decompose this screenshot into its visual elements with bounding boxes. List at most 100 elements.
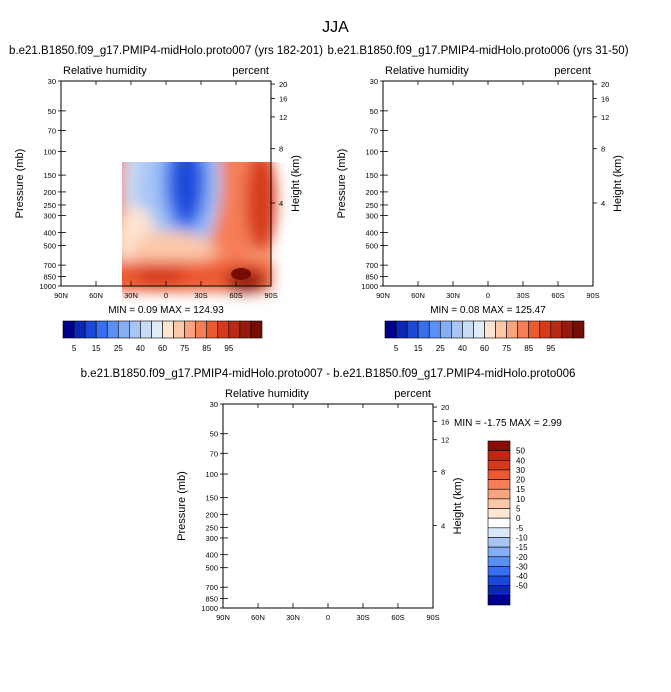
colorbar-label: 25 bbox=[114, 344, 123, 353]
pressure-tick-label: 1000 bbox=[201, 604, 218, 613]
panel-title: b.e21.B1850.f09_g17.PMIP4-midHolo.proto0… bbox=[327, 45, 628, 57]
panel-1: b.e21.B1850.f09_g17.PMIP4-midHolo.proto0… bbox=[9, 45, 323, 353]
height-tick-label: 12 bbox=[601, 113, 609, 122]
latitude-tick-label: 60S bbox=[551, 291, 564, 300]
panel-title: b.e21.B1850.f09_g17.PMIP4-midHolo.proto0… bbox=[81, 368, 576, 380]
latitude-tick-label: 90S bbox=[426, 613, 439, 622]
colorbar-swatch bbox=[487, 527, 511, 538]
latitude-tick-label: 60S bbox=[229, 291, 242, 300]
pressure-tick-label: 500 bbox=[43, 241, 56, 250]
pressure-tick-label: 200 bbox=[205, 510, 218, 519]
height-tick-label: 8 bbox=[601, 145, 605, 154]
y-axis-right-label: Height (km) bbox=[612, 155, 624, 212]
colorbar-swatch bbox=[406, 320, 419, 339]
pressure-tick-label: 100 bbox=[365, 147, 378, 156]
colorbar-swatch bbox=[184, 320, 196, 339]
y-axis-right-label: Height (km) bbox=[290, 155, 302, 212]
colorbar-label: 30 bbox=[516, 466, 525, 475]
colorbar-label: 60 bbox=[480, 344, 489, 353]
colorbar-swatch bbox=[487, 546, 511, 558]
colorbar-label: 95 bbox=[546, 344, 555, 353]
colorbar-swatch bbox=[484, 320, 496, 339]
pressure-tick-label: 500 bbox=[205, 564, 218, 573]
pressure-tick-label: 400 bbox=[365, 228, 378, 237]
left-label: Relative humidity bbox=[63, 65, 147, 77]
colorbar-label: 75 bbox=[502, 344, 511, 353]
latitude-tick-label: 60S bbox=[391, 613, 404, 622]
plot-frame bbox=[382, 80, 594, 287]
panel-title: b.e21.B1850.f09_g17.PMIP4-midHolo.proto0… bbox=[9, 45, 323, 57]
colorbar-swatch bbox=[173, 320, 185, 339]
latitude-tick-label: 0 bbox=[164, 291, 168, 300]
colorbar-swatch bbox=[487, 469, 511, 480]
colorbar-swatch bbox=[528, 320, 541, 339]
missing-data-region bbox=[585, 81, 593, 106]
latitude-tick-label: 90N bbox=[216, 613, 230, 622]
pressure-tick-label: 50 bbox=[48, 107, 56, 116]
plot-frame bbox=[222, 403, 434, 609]
latitude-tick-label: 90N bbox=[54, 291, 68, 300]
colorbar-swatch bbox=[487, 498, 511, 509]
right-label: percent bbox=[394, 388, 431, 400]
pressure-tick-label: 150 bbox=[205, 494, 218, 503]
colorbar-label: 85 bbox=[524, 344, 533, 353]
colorbar-swatch bbox=[487, 537, 511, 548]
colorbar-swatch bbox=[140, 320, 152, 339]
latitude-tick-label: 60N bbox=[89, 291, 103, 300]
latitude-tick-label: 30N bbox=[124, 291, 138, 300]
height-tick-label: 4 bbox=[279, 199, 283, 208]
pressure-tick-label: 1000 bbox=[361, 282, 378, 291]
colorbar-swatch bbox=[62, 320, 75, 339]
colorbar-swatch bbox=[395, 320, 408, 339]
contour-field bbox=[51, 71, 276, 293]
latitude-tick-label: 30N bbox=[286, 613, 300, 622]
colorbar-label: 40 bbox=[136, 344, 145, 353]
colorbar-swatch bbox=[228, 320, 241, 339]
pressure-tick-label: 150 bbox=[43, 171, 56, 180]
pressure-tick-label: 700 bbox=[43, 261, 56, 270]
left-label: Relative humidity bbox=[225, 388, 309, 400]
y-axis-label: Pressure (mb) bbox=[336, 149, 348, 219]
pressure-tick-label: 1000 bbox=[39, 282, 56, 291]
colorbar-swatch bbox=[462, 320, 474, 339]
height-tick-label: 4 bbox=[441, 521, 445, 530]
height-tick-label: 20 bbox=[441, 403, 449, 412]
colorbar-label: -50 bbox=[516, 582, 528, 591]
latitude-tick-label: 60N bbox=[251, 613, 265, 622]
colorbar-swatch bbox=[117, 320, 130, 339]
y-axis-right-label: Height (km) bbox=[452, 478, 464, 535]
colorbar-label: -20 bbox=[516, 553, 528, 562]
colorbar-label: 5 bbox=[394, 344, 399, 353]
latitude-tick-label: 0 bbox=[326, 613, 330, 622]
pressure-tick-label: 50 bbox=[210, 430, 218, 439]
latitude-tick-label: 90S bbox=[586, 291, 599, 300]
pressure-tick-label: 700 bbox=[205, 583, 218, 592]
colorbar-label: 25 bbox=[436, 344, 445, 353]
min-max-stats: MIN = 0.08 MAX = 125.47 bbox=[430, 305, 546, 316]
height-tick-label: 8 bbox=[279, 145, 283, 154]
contour-field bbox=[223, 404, 433, 608]
height-tick-label: 16 bbox=[279, 94, 287, 103]
pressure-tick-label: 700 bbox=[365, 261, 378, 270]
colorbar-label: -10 bbox=[516, 533, 528, 542]
colorbar-swatch bbox=[517, 320, 530, 339]
pressure-tick-label: 150 bbox=[365, 171, 378, 180]
colorbar-swatch bbox=[487, 595, 511, 606]
height-tick-label: 12 bbox=[441, 436, 449, 445]
colorbar-swatch bbox=[206, 320, 219, 339]
colorbar-swatch bbox=[384, 320, 397, 339]
colorbar-swatch bbox=[95, 320, 108, 339]
colorbar-label: 40 bbox=[458, 344, 467, 353]
pressure-tick-label: 400 bbox=[43, 228, 56, 237]
colorbar-swatch bbox=[428, 320, 441, 339]
colorbar-swatch bbox=[539, 320, 552, 339]
colorbar-swatch bbox=[162, 320, 174, 339]
pressure-tick-label: 30 bbox=[48, 77, 56, 86]
right-label: percent bbox=[554, 65, 591, 77]
height-tick-label: 12 bbox=[279, 113, 287, 122]
colorbar-label: 15 bbox=[516, 485, 525, 494]
pressure-tick-label: 250 bbox=[205, 523, 218, 532]
colorbar-label: 95 bbox=[224, 344, 233, 353]
left-label: Relative humidity bbox=[385, 65, 469, 77]
height-tick-label: 20 bbox=[601, 80, 609, 89]
